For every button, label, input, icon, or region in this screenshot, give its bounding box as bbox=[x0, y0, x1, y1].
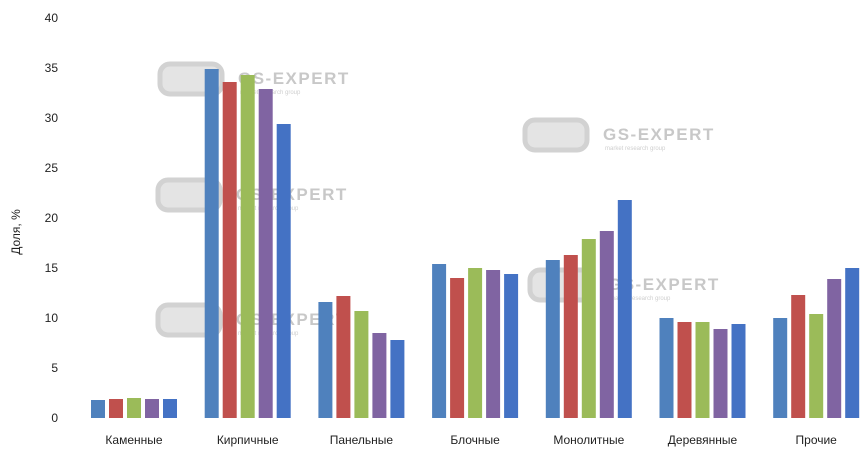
watermark-logo-icon bbox=[155, 302, 223, 338]
y-tick-label: 0 bbox=[51, 411, 58, 425]
y-tick-label: 35 bbox=[45, 61, 59, 75]
bars-layer bbox=[91, 69, 860, 418]
y-axis: 0 5 10 15 20 25 30 35 40 bbox=[45, 11, 59, 425]
watermark-logo-icon bbox=[157, 61, 225, 97]
x-tick-label: Прочие bbox=[796, 433, 838, 447]
bar bbox=[617, 200, 632, 418]
bar bbox=[91, 400, 105, 418]
bar bbox=[695, 322, 710, 418]
watermark-brand: GS-EXPERT bbox=[608, 275, 720, 294]
bar bbox=[450, 278, 465, 418]
y-tick-label: 10 bbox=[45, 311, 59, 325]
watermark-brand: GS-EXPERT bbox=[603, 125, 715, 144]
bar bbox=[432, 264, 447, 418]
y-tick-label: 30 bbox=[45, 111, 59, 125]
watermark-logo-icon bbox=[522, 117, 590, 153]
bar bbox=[204, 69, 219, 418]
watermark-brand: GS-EXPERT bbox=[238, 69, 350, 88]
bar bbox=[276, 124, 291, 418]
bar bbox=[390, 340, 405, 418]
bar bbox=[713, 329, 728, 418]
bar bbox=[504, 274, 519, 418]
bar bbox=[240, 75, 255, 418]
x-axis: Каменные Кирпичные Панельные Блочные Монолит… bbox=[105, 433, 837, 447]
y-tick-label: 25 bbox=[45, 161, 59, 175]
y-axis-label: Доля, % bbox=[9, 209, 23, 255]
y-tick-label: 5 bbox=[51, 361, 58, 375]
watermark-tagline: market research group bbox=[605, 146, 666, 152]
watermark-logo-icon bbox=[155, 177, 223, 213]
x-tick-label: Панельные bbox=[330, 433, 394, 447]
bar bbox=[336, 296, 351, 418]
x-tick-label: Блочные bbox=[450, 433, 500, 447]
bar bbox=[468, 268, 483, 418]
bar bbox=[845, 268, 860, 418]
x-tick-label: Кирпичные bbox=[217, 433, 279, 447]
bar bbox=[791, 295, 806, 418]
bar bbox=[222, 82, 237, 418]
bar bbox=[354, 311, 369, 418]
y-tick-label: 15 bbox=[45, 261, 59, 275]
x-tick-label: Монолитные bbox=[553, 433, 624, 447]
x-tick-label: Деревянные bbox=[668, 433, 738, 447]
bar bbox=[827, 279, 842, 418]
bar bbox=[809, 314, 824, 418]
watermark: GS-EXPERT market research group bbox=[522, 117, 715, 153]
bar bbox=[599, 231, 614, 418]
x-tick-label: Каменные bbox=[105, 433, 162, 447]
bar bbox=[127, 398, 141, 418]
y-tick-label: 40 bbox=[45, 11, 59, 25]
bar bbox=[145, 399, 159, 418]
bar bbox=[581, 239, 596, 418]
bar bbox=[773, 318, 788, 418]
bar bbox=[731, 324, 746, 418]
watermark-tagline: market research group bbox=[610, 296, 671, 302]
bar bbox=[659, 318, 674, 418]
bar bbox=[163, 399, 177, 418]
bar bbox=[563, 255, 578, 418]
bar bbox=[109, 399, 123, 418]
bar bbox=[258, 89, 273, 418]
bar bbox=[318, 302, 333, 418]
bar bbox=[545, 260, 560, 418]
bar bbox=[372, 333, 387, 418]
y-tick-label: 20 bbox=[45, 211, 59, 225]
bar bbox=[677, 322, 692, 418]
bar bbox=[486, 270, 501, 418]
